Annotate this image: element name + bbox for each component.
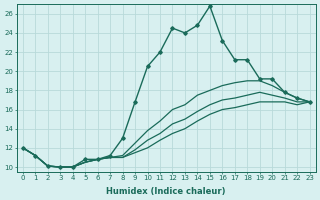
X-axis label: Humidex (Indice chaleur): Humidex (Indice chaleur) <box>107 187 226 196</box>
